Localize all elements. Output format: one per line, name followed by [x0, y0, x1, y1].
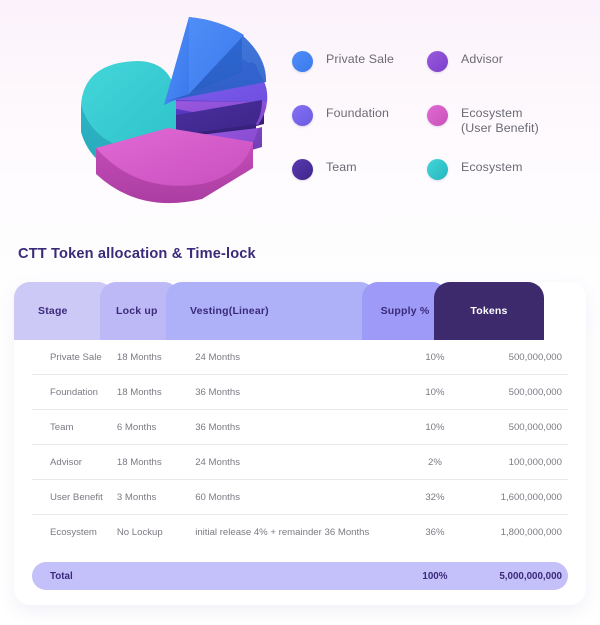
cell-lockup: 18 Months	[116, 386, 162, 398]
table-row: Advisor 18 Months 24 Months 2% 100,000,0…	[32, 445, 568, 480]
legend-label: Ecosystem (User Benefit)	[461, 106, 539, 135]
table-row: User Benefit 3 Months 60 Months 32% 1,60…	[32, 480, 568, 515]
token-allocation-pie-chart	[34, 2, 284, 227]
cell-vesting: initial release 4% + remainder 36 Months	[195, 527, 370, 538]
legend-dot-icon	[292, 51, 313, 72]
cell-tokens: 1,800,000,000	[500, 527, 562, 538]
cell-tokens: 100,000,000	[508, 456, 562, 468]
cell-lockup: 18 Months	[116, 456, 162, 468]
legend-dot-icon	[292, 105, 313, 126]
cell-supply: 32%	[425, 491, 445, 503]
legend-item-advisor: Advisor	[427, 50, 592, 72]
table-row: Team 6 Months 36 Months 10% 500,000,000	[32, 410, 568, 445]
legend-item-foundation: Foundation	[292, 104, 427, 126]
cell-tokens: 500,000,000	[508, 421, 562, 433]
cell-supply: 36%	[425, 527, 445, 538]
cell-supply: 10%	[425, 351, 445, 363]
cell-supply: 10%	[425, 386, 445, 398]
legend-dot-icon	[427, 105, 448, 126]
table-body: Private Sale 18 Months 24 Months 10% 500…	[14, 340, 586, 550]
token-allocation-table-card: Stage Lock up Vesting(Linear) Supply % T…	[14, 282, 586, 605]
chart-section: Private Sale Advisor Foundation Ecosyste…	[0, 0, 600, 232]
column-header-stage: Stage	[14, 282, 114, 340]
legend-item-private-sale: Private Sale	[292, 50, 427, 72]
page-title: CTT Token allocation & Time-lock	[18, 246, 256, 262]
cell-total-label: Total	[50, 570, 73, 582]
table-row: Foundation 18 Months 36 Months 10% 500,0…	[32, 375, 568, 410]
cell-vesting: 36 Months	[195, 386, 240, 398]
legend-label: Foundation	[326, 106, 390, 120]
column-header-supply: Supply %	[362, 282, 448, 340]
table-row: Ecosystem No Lockup initial release 4% +…	[32, 515, 568, 550]
chart-legend: Private Sale Advisor Foundation Ecosyste…	[292, 50, 592, 212]
legend-item-team: Team	[292, 158, 427, 180]
legend-dot-icon	[292, 159, 313, 180]
cell-lockup: 3 Months	[116, 491, 157, 503]
cell-total-tokens: 5,000,000,000	[499, 570, 562, 582]
legend-label: Private Sale	[326, 52, 395, 66]
cell-vesting: 36 Months	[195, 421, 240, 433]
cell-lockup: No Lockup	[116, 527, 163, 538]
legend-item-ecosystem: Ecosystem	[427, 158, 592, 180]
table-header-row: Stage Lock up Vesting(Linear) Supply % T…	[14, 282, 586, 340]
column-header-vesting: Vesting(Linear)	[166, 282, 376, 340]
cell-stage: Team	[50, 421, 74, 433]
cell-tokens: 500,000,000	[508, 351, 562, 363]
cell-total-supply: 100%	[422, 570, 448, 582]
cell-supply: 10%	[425, 421, 445, 433]
legend-label: Ecosystem	[461, 160, 523, 174]
cell-vesting: 24 Months	[195, 456, 240, 468]
cell-stage: Foundation	[50, 386, 99, 398]
column-header-tokens: Tokens	[434, 282, 544, 340]
cell-tokens: 1,600,000,000	[500, 491, 562, 503]
cell-vesting: 24 Months	[195, 351, 240, 363]
legend-label: Advisor	[461, 52, 504, 66]
table-total-row: Total 100% 5,000,000,000	[32, 562, 568, 590]
legend-dot-icon	[427, 159, 448, 180]
cell-lockup: 6 Months	[116, 421, 157, 433]
legend-item-ecosystem-user-benefit: Ecosystem (User Benefit)	[427, 104, 592, 136]
cell-stage: User Benefit	[50, 491, 103, 503]
cell-supply: 2%	[428, 456, 442, 468]
cell-stage: Ecosystem	[50, 527, 97, 538]
cell-lockup: 18 Months	[116, 351, 162, 363]
legend-label: Team	[326, 160, 357, 174]
cell-stage: Private Sale	[50, 351, 102, 363]
cell-vesting: 60 Months	[195, 491, 240, 503]
cell-stage: Advisor	[50, 456, 82, 468]
cell-tokens: 500,000,000	[508, 386, 562, 398]
legend-dot-icon	[427, 51, 448, 72]
table-row: Private Sale 18 Months 24 Months 10% 500…	[32, 340, 568, 375]
